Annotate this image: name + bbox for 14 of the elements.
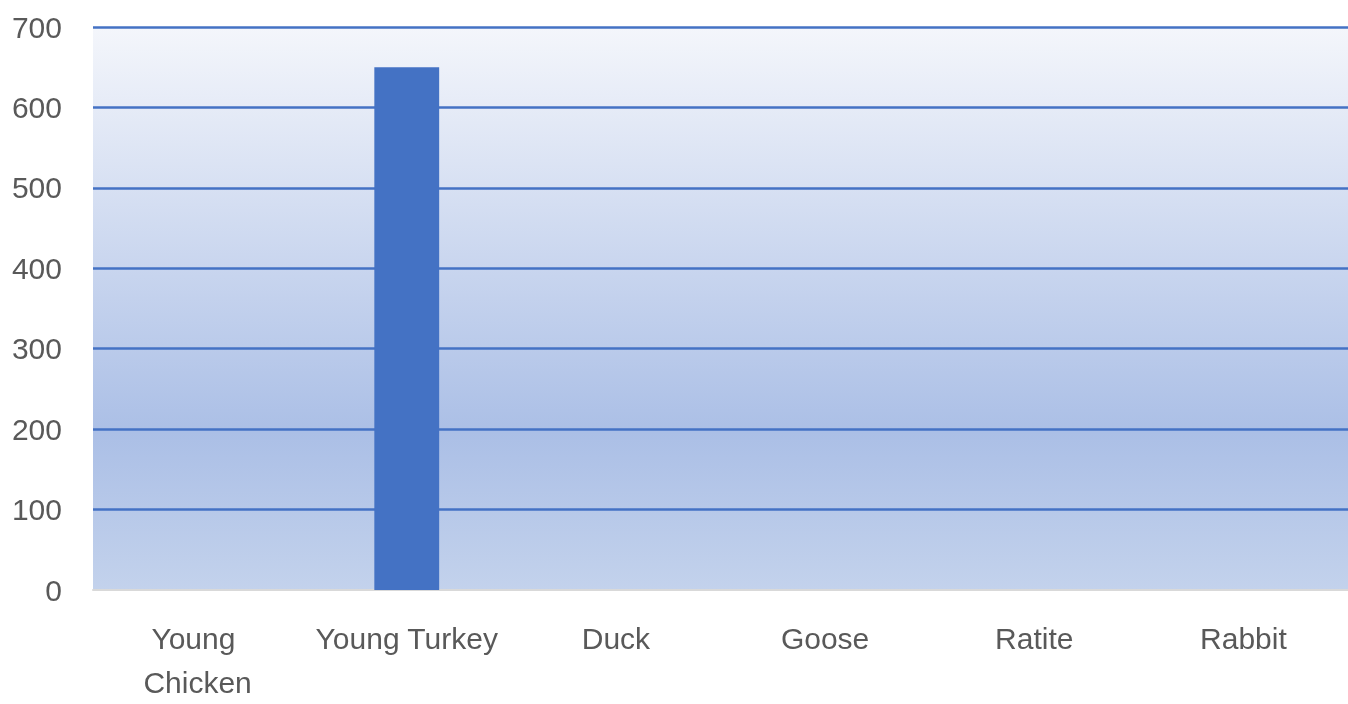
y-tick-label: 700 (11, 10, 62, 44)
y-tick-label: 500 (11, 171, 62, 205)
y-tick-label: 100 (11, 493, 62, 527)
y-tick-label: 200 (11, 412, 62, 446)
x-tick-label: Duck (581, 621, 652, 655)
y-tick-label: 300 (11, 332, 62, 366)
y-tick-label: 600 (11, 90, 62, 124)
x-tick-label: Young Chicken (143, 621, 252, 699)
y-tick-label: 400 (11, 251, 62, 285)
y-tick-label: 0 (45, 573, 62, 607)
x-tick-label: Ratite (995, 621, 1074, 655)
x-tick-label: Rabbit (1200, 621, 1288, 655)
x-tick-label: Goose (780, 621, 870, 655)
x-tick-label: Young Turkey (315, 621, 498, 655)
